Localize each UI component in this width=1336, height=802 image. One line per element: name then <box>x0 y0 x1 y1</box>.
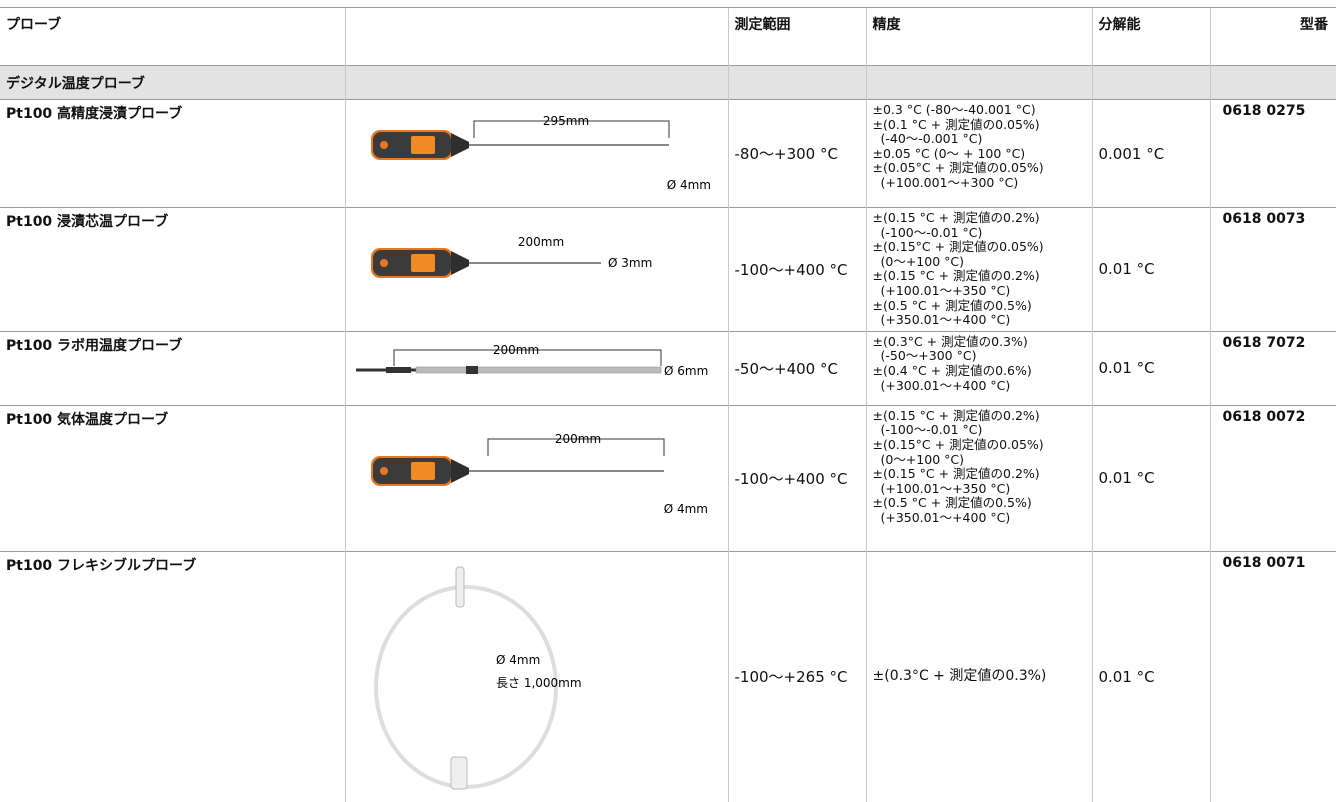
probe-row: Pt100 気体温度プローブ 200mm Ø 4mm -100～+400 °C ±(0… <box>0 404 1336 552</box>
accuracy-line: ±(0.5 °C + 測定値の0.5%) <box>872 495 1032 511</box>
probe-name: Pt100 ラボ用温度プローブ <box>0 330 345 406</box>
model-number: 0618 0073 <box>1209 207 1336 332</box>
model-number: 0618 0072 <box>1209 404 1336 552</box>
accuracy-line: ±(0.3°C + 測定値の0.3%) <box>872 333 1028 349</box>
probe-image-cell: 200mm Ø 3mm <box>344 207 728 332</box>
header-cell: 分解能 <box>1091 7 1210 66</box>
accuracy-line: ±(0.5 °C + 測定値の0.5%) <box>872 297 1032 313</box>
accuracy-line: ±0.05 °C (0～ + 100 °C) <box>872 145 1026 161</box>
accuracy-line: ±0.3 °C (-80～-40.001 °C) <box>872 102 1036 117</box>
accuracy: ±(0.15 °C + 測定値の0.2%) (-100～-0.01 °C) ±(0.… <box>865 207 1092 332</box>
dimension-label: Ø 4mm <box>666 178 710 192</box>
header-cell: 測定範囲 <box>727 7 866 66</box>
section-cell <box>865 65 1092 100</box>
header-cell: 精度 <box>865 7 1092 66</box>
accuracy-line: ±(0.15 °C + 測定値の0.2%) <box>872 466 1040 482</box>
measurement-range: -100～+265 °C <box>727 550 866 802</box>
resolution: 0.01 °C <box>1091 404 1210 552</box>
resolution: 0.01 °C <box>1091 207 1210 332</box>
accuracy-line: ±(0.4 °C + 測定値の0.6%) <box>872 362 1032 378</box>
accuracy-line: (-40～-0.001 °C) <box>880 131 983 147</box>
dimension-label: Ø 3mm <box>608 256 652 270</box>
probe-image: 295mm Ø 4mm <box>370 114 711 192</box>
resolution: 0.01 °C <box>1091 330 1210 406</box>
probe-handle <box>370 248 469 278</box>
probe-name: Pt100 高精度浸漬プローブ <box>0 99 345 208</box>
dimension-label: 200mm <box>492 343 538 357</box>
probe-image: 200mm Ø 3mm <box>370 235 652 278</box>
page: プローブ 測定範囲 精度 分解能 型番 デジタル温度プローブ Pt100 高精度… <box>0 7 1336 802</box>
accuracy-line: ±(0.15°C + 測定値の0.05%) <box>872 239 1044 255</box>
accuracy-line: (+100.001～+300 °C) <box>880 174 1019 190</box>
accuracy-line: (+350.01～+400 °C) <box>880 509 1011 525</box>
probe-table: プローブ 測定範囲 精度 分解能 型番 デジタル温度プローブ Pt100 高精度… <box>0 7 1336 802</box>
probe-image-cell: 295mm Ø 4mm <box>344 99 728 208</box>
probe-row: Pt100 ラボ用温度プローブ 200mm Ø 6mm -50～+400 °C ±(0… <box>0 330 1336 406</box>
probe-handle <box>370 455 469 486</box>
header-cell: プローブ <box>0 7 345 66</box>
probe-image: Ø 4mm 長さ 1,000mm <box>373 566 582 790</box>
dimension-label: 長さ 1,000mm <box>496 676 582 690</box>
measurement-range: -50～+400 °C <box>727 330 866 406</box>
accuracy-line: (+300.01～+400 °C) <box>880 377 1011 393</box>
probe-handle <box>370 130 469 160</box>
accuracy-line: (-50～+300 °C) <box>880 348 977 364</box>
header-cell: 型番 <box>1209 7 1336 66</box>
model-number: 0618 0275 <box>1209 99 1336 208</box>
section-cell <box>1209 65 1336 100</box>
resolution: 0.01 °C <box>1091 550 1210 802</box>
accuracy-line: (-100～-0.01 °C) <box>880 422 983 438</box>
measurement-range: -100～+400 °C <box>727 207 866 332</box>
dimension-label: 295mm <box>542 114 588 128</box>
probe-image: 200mm Ø 6mm <box>355 343 708 378</box>
accuracy-line: (+350.01～+400 °C) <box>880 312 1011 328</box>
measurement-range: -80～+300 °C <box>727 99 866 208</box>
accuracy: ±(0.3°C + 測定値の0.3%) (-50～+300 °C) ±(0.4 °C… <box>865 330 1092 406</box>
model-number: 0618 7072 <box>1209 330 1336 406</box>
probe-image-cell: 200mm Ø 4mm <box>344 404 728 552</box>
probe-row: Pt100 高精度浸漬プローブ 295mm Ø 4mm -80～+300 °C ±0.… <box>0 99 1336 208</box>
dimension-label: Ø 4mm <box>663 502 707 516</box>
dimension-label: 200mm <box>517 235 563 249</box>
probe-image: 200mm Ø 4mm <box>370 432 708 516</box>
dimension-label: Ø 6mm <box>664 364 708 378</box>
accuracy: ±0.3 °C (-80～-40.001 °C) ±(0.1 °C + 測定値の0… <box>865 99 1092 208</box>
model-number: 0618 0071 <box>1209 550 1336 802</box>
measurement-range: -100～+400 °C <box>727 404 866 552</box>
header-cell <box>344 7 728 66</box>
probe-row: Pt100 フレキシブルプローブ Ø 4mm 長さ 1,000mm -100～+26… <box>0 550 1336 802</box>
section-cell <box>727 65 866 100</box>
probe-image-cell: 200mm Ø 6mm <box>344 330 728 406</box>
accuracy-line: ±(0.15°C + 測定値の0.05%) <box>872 436 1044 452</box>
section-cell <box>344 65 728 100</box>
accuracy-line: (0～+100 °C) <box>880 451 965 467</box>
probe-image-cell: Ø 4mm 長さ 1,000mm <box>344 550 728 802</box>
accuracy: ±(0.3°C + 測定値の0.3%) <box>865 550 1092 802</box>
probe-name: Pt100 浸漬芯温プローブ <box>0 207 345 332</box>
accuracy-line: (-100～-0.01 °C) <box>880 224 983 240</box>
accuracy-line: (0～+100 °C) <box>880 253 965 269</box>
section-cell <box>1091 65 1210 100</box>
probe-row: Pt100 浸漬芯温プローブ 200mm Ø 3mm -100～+400 °C ±(0… <box>0 207 1336 332</box>
accuracy-line: (+100.01～+350 °C) <box>880 282 1011 298</box>
accuracy-line: ±(0.15 °C + 測定値の0.2%) <box>872 407 1040 423</box>
probe-name: Pt100 気体温度プローブ <box>0 404 345 552</box>
accuracy-line: ±(0.15 °C + 測定値の0.2%) <box>872 210 1040 225</box>
section-title: デジタル温度プローブ <box>0 65 345 100</box>
accuracy-line: ±(0.3°C + 測定値の0.3%) <box>872 668 1047 685</box>
header-row: プローブ 測定範囲 精度 分解能 型番 <box>0 7 1336 66</box>
accuracy-line: (+100.01～+350 °C) <box>880 480 1011 496</box>
section-row: デジタル温度プローブ <box>0 65 1336 100</box>
dimension-label: Ø 4mm <box>496 653 540 667</box>
probe-name: Pt100 フレキシブルプローブ <box>0 550 345 802</box>
resolution: 0.001 °C <box>1091 99 1210 208</box>
accuracy-line: ±(0.1 °C + 測定値の0.05%) <box>872 116 1040 132</box>
accuracy-line: ±(0.05°C + 測定値の0.05%) <box>872 160 1044 176</box>
accuracy: ±(0.15 °C + 測定値の0.2%) (-100～-0.01 °C) ±(0.… <box>865 404 1092 552</box>
accuracy-line: ±(0.15 °C + 測定値の0.2%) <box>872 268 1040 284</box>
dimension-label: 200mm <box>554 432 600 446</box>
